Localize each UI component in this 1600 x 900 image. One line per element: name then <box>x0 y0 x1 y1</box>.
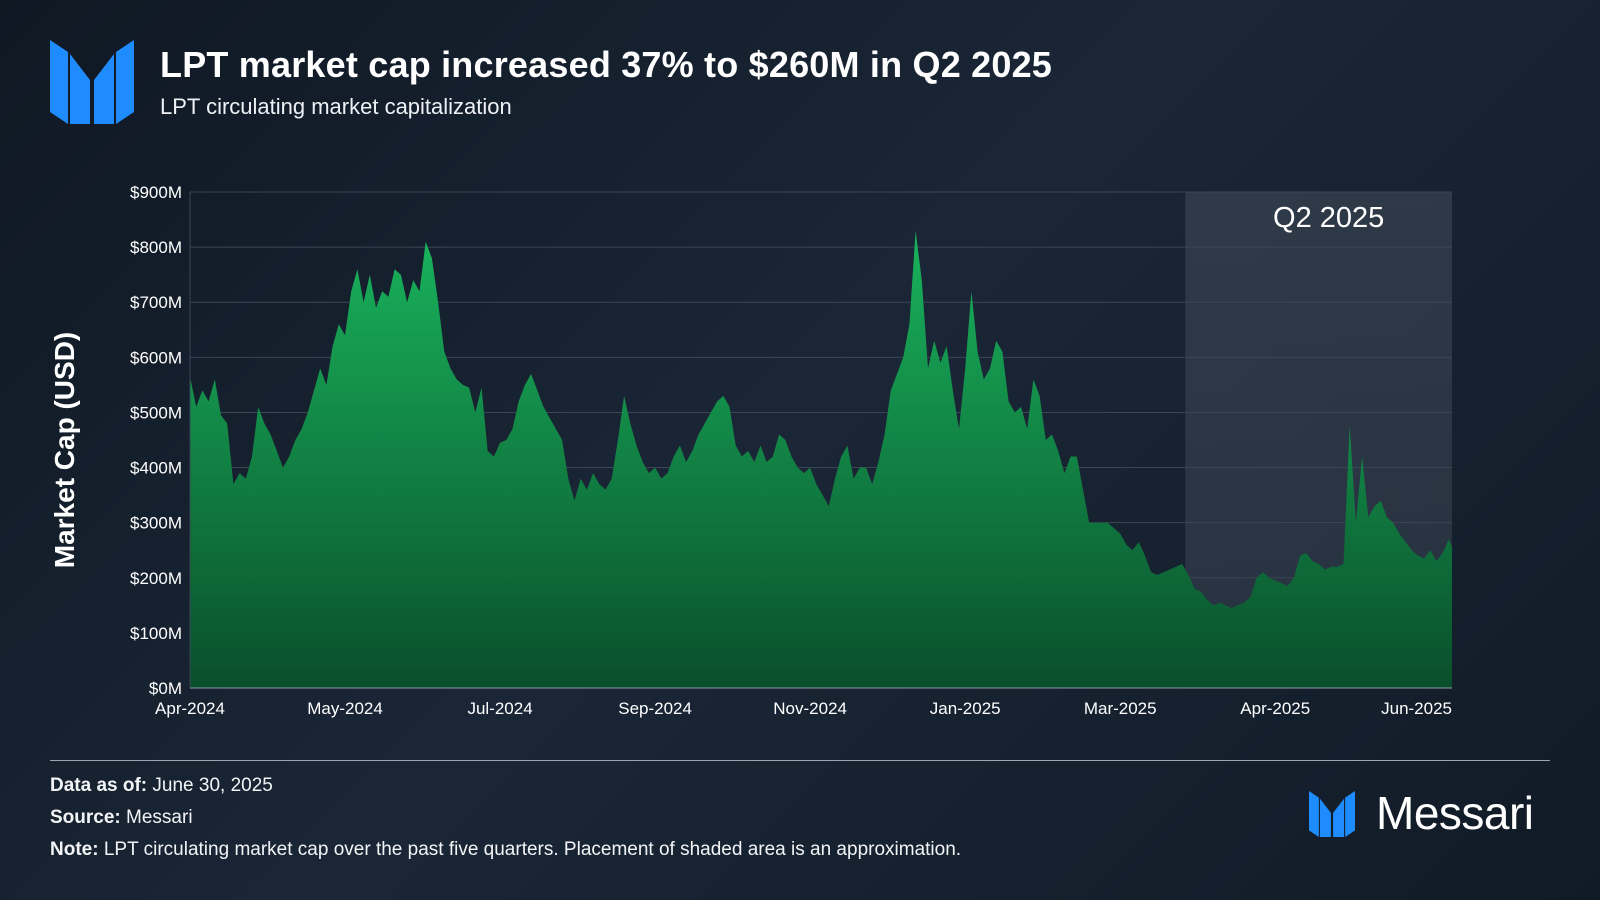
messari-logo-icon <box>1309 791 1355 837</box>
chart-title: LPT market cap increased 37% to $260M in… <box>160 44 1053 85</box>
source-line: Source: Messari <box>50 802 961 834</box>
footer: Data as of: June 30, 2025 Source: Messar… <box>50 770 961 866</box>
chart-subtitle: LPT circulating market capitalization <box>160 94 512 119</box>
y-axis-ticks: $0M $100M $200M $300M $400M $500M $600M $700M $8… <box>130 183 182 698</box>
brand-name: Messari <box>1376 787 1534 839</box>
brand-logo: Messari <box>1308 787 1558 840</box>
x-tick-label: Jan-2025 <box>930 699 1001 718</box>
x-tick-label: Mar-2025 <box>1084 699 1157 718</box>
x-tick-label: Sep-2024 <box>618 699 692 718</box>
messari-logo-icon <box>50 40 134 124</box>
market-cap-area <box>190 230 1452 688</box>
footer-divider <box>50 760 1550 761</box>
note-line: Note: LPT circulating market cap over th… <box>50 834 961 866</box>
x-tick-label: Jul-2024 <box>467 699 532 718</box>
y-axis-title: Market Cap (USD) <box>49 332 80 568</box>
shaded-region-label: Q2 2025 <box>1273 202 1384 234</box>
x-tick-label: Jun-2025 <box>1381 699 1452 718</box>
x-tick-label: Apr-2025 <box>1240 699 1310 718</box>
y-tick-label: $800M <box>130 238 182 257</box>
note-label: Note: <box>50 839 99 860</box>
y-tick-label: $200M <box>130 569 182 588</box>
y-tick-label: $100M <box>130 624 182 643</box>
data-as-of-value: June 30, 2025 <box>152 775 273 796</box>
data-as-of-label: Data as of: <box>50 775 148 796</box>
x-axis-ticks: Apr-2024 May-2024 Jul-2024 Sep-2024 Nov-2024… <box>155 699 1452 718</box>
y-tick-label: $900M <box>130 183 182 202</box>
note-value: LPT circulating market cap over the past… <box>103 839 962 860</box>
data-as-of-line: Data as of: June 30, 2025 <box>50 770 961 802</box>
source-value: Messari <box>126 807 193 828</box>
y-tick-label: $600M <box>130 348 182 367</box>
y-tick-label: $400M <box>130 459 182 478</box>
y-tick-label: $0M <box>149 679 182 698</box>
y-tick-label: $500M <box>130 403 182 422</box>
y-tick-label: $300M <box>130 514 182 533</box>
x-tick-label: May-2024 <box>307 699 383 718</box>
y-tick-label: $700M <box>130 293 182 312</box>
x-tick-label: Nov-2024 <box>773 699 847 718</box>
source-label: Source: <box>50 807 121 828</box>
x-tick-label: Apr-2024 <box>155 699 225 718</box>
